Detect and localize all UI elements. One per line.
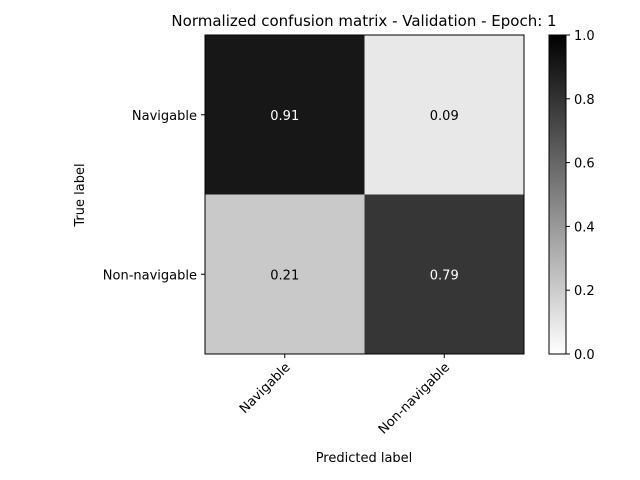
cell-value-label-r0-c1: 0.09 bbox=[430, 109, 459, 124]
cell-value-label-r1-c0: 0.21 bbox=[270, 268, 299, 283]
colorbar-gradient bbox=[548, 34, 567, 355]
heatmap-cell-r0-c0 bbox=[205, 35, 365, 195]
x-axis-ticks: Navigable Non-navigable bbox=[237, 354, 453, 437]
colorbar-tick-label-1: 0.2 bbox=[574, 284, 595, 299]
heatmap-cell-r1-c0 bbox=[205, 194, 365, 354]
y-tick-label-1: Non-navigable bbox=[103, 268, 197, 283]
heatmap-cell-r0-c1 bbox=[364, 35, 524, 195]
colorbar-tick-label-5: 1.0 bbox=[574, 29, 595, 44]
cell-value-label-r1-c1: 0.79 bbox=[430, 268, 459, 283]
colorbar-tick-label-3: 0.6 bbox=[574, 157, 595, 172]
colorbar: 0.0 0.2 0.4 0.6 0.8 1.0 bbox=[548, 29, 595, 363]
x-tick-label-1: Non-navigable bbox=[376, 360, 453, 437]
x-axis-label: Predicted label bbox=[316, 451, 413, 466]
heatmap-cell-r1-c1 bbox=[364, 194, 524, 354]
heatmap-cells bbox=[205, 35, 524, 354]
colorbar-tick-label-0: 0.0 bbox=[574, 348, 595, 363]
y-axis-ticks: Navigable Non-navigable bbox=[103, 109, 205, 283]
y-axis-label: True label bbox=[73, 163, 88, 227]
y-tick-label-0: Navigable bbox=[132, 109, 197, 124]
chart-title: Normalized confusion matrix - Validation… bbox=[171, 12, 556, 30]
colorbar-tick-label-2: 0.4 bbox=[574, 220, 595, 235]
colorbar-tick-label-4: 0.8 bbox=[574, 93, 595, 108]
cell-value-labels: 0.91 0.09 0.21 0.79 bbox=[270, 109, 458, 284]
cell-value-label-r0-c0: 0.91 bbox=[270, 109, 299, 124]
x-tick-label-0: Navigable bbox=[237, 360, 294, 417]
plot-frame bbox=[204, 34, 525, 355]
colorbar-ticks: 0.0 0.2 0.4 0.6 0.8 1.0 bbox=[566, 29, 595, 363]
